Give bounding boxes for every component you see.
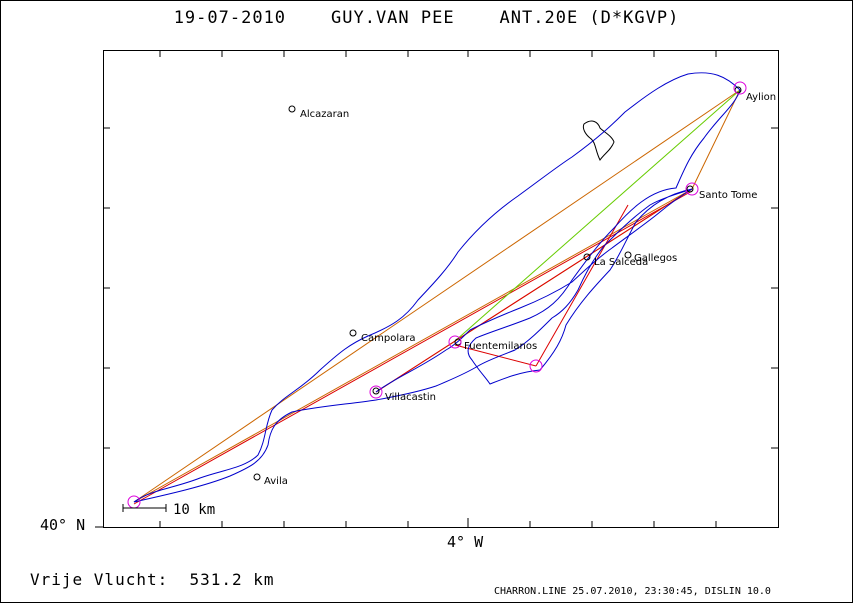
flight-track [133,72,741,503]
turnpoint [685,182,699,196]
scale-bar [122,504,167,512]
place-marker [583,253,591,261]
place-marker [349,329,357,337]
route-leg [454,188,693,342]
lon-label: 4° W [447,533,484,551]
place-marker [624,251,632,259]
flight-summary: Vrije Vlucht: 531.2 km [30,570,275,589]
place-label: Campolara [361,333,415,344]
route-leg [691,89,741,190]
place-marker [288,105,296,113]
glider-name: ANT.20E (D*KGVP) [499,8,680,28]
turnpoint [529,359,543,373]
flight-track-segment [375,188,693,393]
turnpoint [448,335,462,349]
route-leg [133,188,693,503]
place-label: Avila [264,476,288,487]
turnpoint [369,385,383,399]
summary-distance: 531.2 km [189,570,275,589]
footer-credits: CHARRON.LINE 25.07.2010, 23:30:45, DISLI… [494,586,771,597]
place-label: Santo Tome [699,190,757,201]
route-leg [454,89,741,342]
place-label: Villacastin [385,392,436,403]
route-leg [535,204,629,367]
plot-frame [103,50,779,528]
scale-bar-label: 10 km [173,502,215,518]
place-label: Gallegos [634,253,677,264]
lat-label: 40° N [40,516,86,534]
route-lines [133,89,741,505]
reservoir-outline [582,120,615,161]
route-leg [133,89,741,503]
place-label: Aylion [746,92,776,103]
turnpoints [127,81,747,509]
place-marker [686,185,694,193]
place-label: Fuentemilanos [464,341,537,352]
pilot-name: GUY.VAN PEE [331,8,455,28]
turnpoint [733,81,747,95]
flight-date: 19-07-2010 [173,8,287,28]
figure-title: 19-07-2010 GUY.VAN PEE ANT.20E (D*KGVP) [0,8,853,28]
place-marker [253,473,261,481]
route-leg [133,190,693,505]
axis-ticks [95,51,778,528]
place-label: La Salceda [594,257,648,268]
place-marker [372,387,380,395]
place-label: Alcazaran [300,109,349,120]
summary-label: Vrije Vlucht: [30,570,169,589]
place-marker [734,86,742,94]
